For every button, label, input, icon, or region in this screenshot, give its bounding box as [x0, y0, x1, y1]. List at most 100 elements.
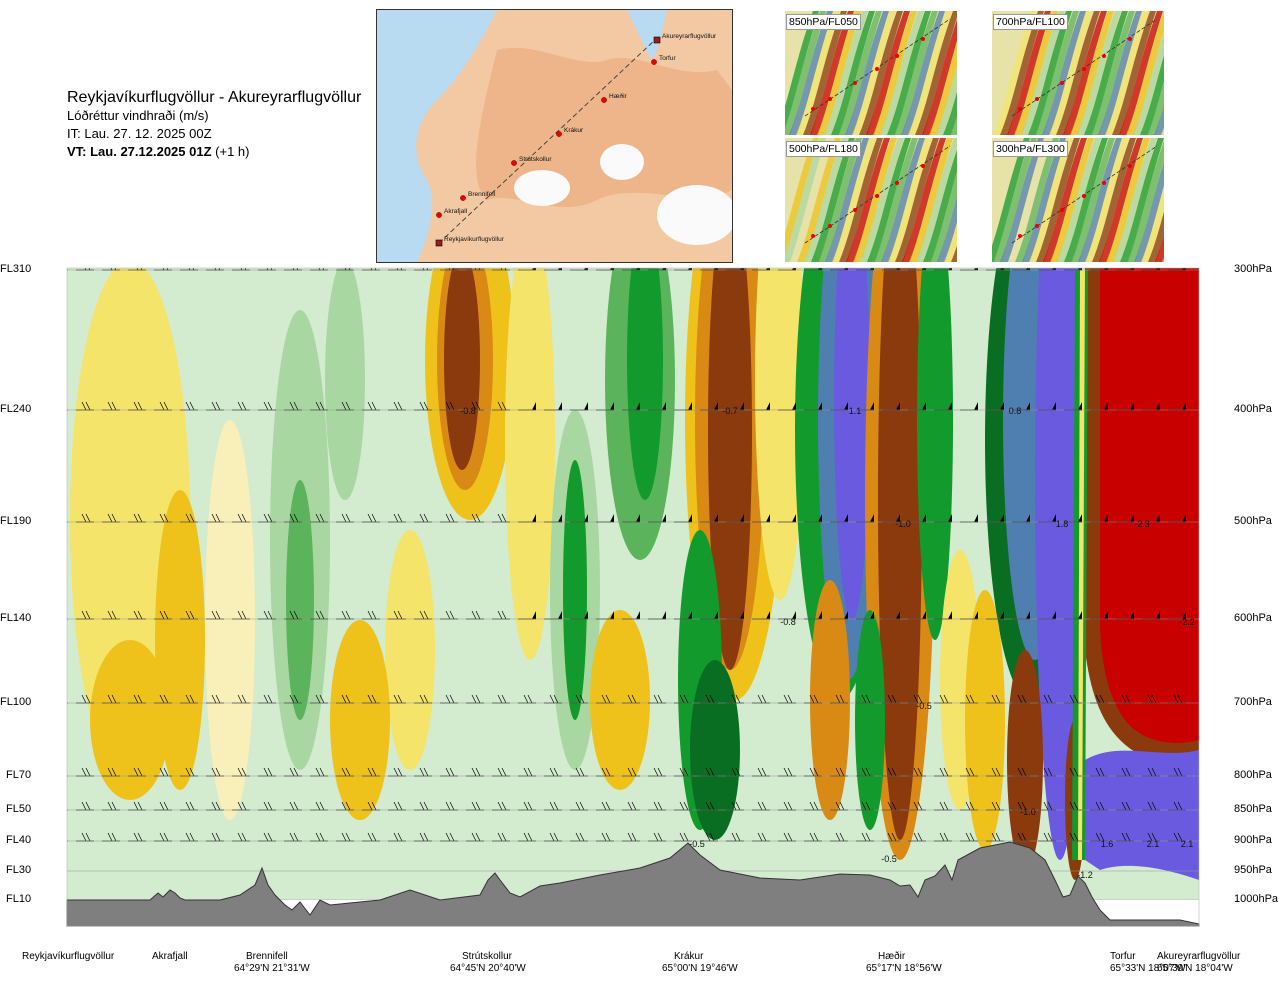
location-name: Reykjavíkurflugvöllur — [22, 951, 115, 962]
valid-time: VT: Lau. 27.12.2025 01Z (+1 h) — [67, 143, 361, 161]
wind-band-36 — [1007, 650, 1043, 870]
wind-barb — [67, 702, 68, 704]
wind-barb — [67, 775, 68, 777]
contour-label: 2.1 — [1181, 839, 1194, 849]
map-sea — [377, 10, 497, 262]
location-name: Torfur — [1110, 951, 1136, 962]
contour-label: -1.2 — [1077, 870, 1093, 880]
wind-band-23 — [755, 268, 805, 600]
wind-band-22 — [690, 660, 740, 840]
thumbnail-850-map — [785, 11, 957, 135]
map-waypoint-label: Hæðir — [609, 92, 628, 100]
fl-label-fl140: FL140 — [0, 612, 32, 624]
map-fjord — [627, 10, 667, 60]
contour-label: -0.5 — [689, 839, 705, 849]
map-waypoint: Akrafjall — [436, 208, 468, 218]
location-name: Brennifell — [246, 951, 288, 962]
map-waypoint-label: Torfur — [659, 55, 676, 62]
thumbnail-850[interactable]: 850hPa/FL050 — [785, 11, 957, 135]
valid-time-label: VT: Lau. 27.12.2025 01Z — [67, 144, 212, 159]
map-waypoint: Brennifell — [460, 191, 496, 201]
location-name: Krákur — [674, 951, 704, 962]
location-name: Akrafjall — [152, 951, 188, 962]
valid-offset: (+1 h) — [215, 144, 250, 159]
wind-band-2 — [90, 640, 170, 800]
location-label: Reykjavíkurflugvöllur — [22, 951, 114, 963]
wind-band-20 — [708, 268, 752, 670]
fl-label-fl240: FL240 — [0, 403, 32, 415]
route-map-svg: Reykjavíkurflugvöllur Akrafjall Brennifell… — [377, 10, 732, 262]
fl-label-fl70: FL70 — [6, 769, 32, 781]
contour-label: 2.1 — [1147, 839, 1160, 849]
wind-band-17 — [590, 610, 650, 790]
location-coords: 65°39'N 18°04'W — [1157, 963, 1233, 974]
pressure-label-850hpa: 850hPa — [1234, 803, 1272, 815]
contour-label: -2.2 — [1179, 617, 1195, 627]
wind-barb — [67, 269, 68, 271]
wind-band-14 — [563, 460, 587, 720]
pressure-label-1000hpa: 1000hPa — [1234, 893, 1279, 905]
thumbnail-700-map — [992, 11, 1164, 135]
fl-label-fl310: FL310 — [0, 263, 32, 275]
thumbnail-850-label: 850hPa/FL050 — [786, 14, 861, 30]
chart-header: Reykjavíkurflugvöllur - Akureyrarflugvöl… — [67, 89, 361, 161]
thumbnail-500[interactable]: 500hPa/FL180 — [785, 138, 957, 262]
wind-band-7 — [385, 530, 435, 770]
location-label: Torfur 65°33'N 18°07'W — [1110, 951, 1186, 975]
location-coords: 65°33'N 18°07'W — [1110, 963, 1186, 974]
pressure-label-700hpa: 700hPa — [1234, 696, 1272, 708]
route-line — [438, 37, 658, 244]
thumbnail-300-label: 300hPa/FL300 — [993, 141, 1068, 157]
location-label: Brennifell 64°29'N 21°31'W — [234, 951, 310, 975]
pressure-label-300hpa: 300hPa — [1234, 263, 1272, 275]
fl-label-fl190: FL190 — [0, 515, 32, 527]
wind-band-37 — [965, 590, 1005, 850]
wind-band-30 — [810, 580, 850, 820]
pressure-label-950hpa: 950hPa — [1234, 864, 1272, 876]
wind-band-35 — [1035, 268, 1085, 860]
location-coords: 64°29'N 21°31'W — [234, 963, 310, 974]
contour-label: 1.1 — [849, 406, 862, 416]
wind-band-26 — [834, 268, 870, 620]
route-title: Reykjavíkurflugvöllur - Akureyrarflugvöl… — [67, 89, 362, 106]
thumbnail-300[interactable]: 300hPa/FL300 — [992, 138, 1164, 262]
location-label: Hæðir 65°17'N 18°56'W — [866, 951, 942, 975]
wind-barb — [67, 409, 68, 411]
pressure-label-400hpa: 400hPa — [1234, 403, 1272, 415]
wind-band-12 — [505, 268, 555, 660]
glacier-3 — [657, 185, 732, 245]
location-label: Krákur 65°00'N 19°46'W — [662, 951, 738, 975]
pressure-label-900hpa: 900hPa — [1234, 834, 1272, 846]
map-waypoint-label: Krákur — [564, 127, 584, 134]
map-waypoint: Krákur — [556, 127, 584, 137]
location-label: Akureyrarflugvöllur 65°39'N 18°04'W — [1157, 951, 1240, 975]
thumbnail-700-label: 700hPa/FL100 — [993, 14, 1068, 30]
map-waypoint-label: Akrafjall — [444, 208, 468, 215]
fl-label-fl50: FL50 — [6, 803, 32, 815]
contour-label: -0.8 — [780, 617, 796, 627]
thumbnail-700[interactable]: 700hPa/FL100 — [992, 11, 1164, 135]
contour-label: -0.8 — [460, 406, 476, 416]
location-coords: 64°45'N 20°40'W — [450, 963, 526, 974]
map-waypoint-label: Reykjavíkurflugvöllur — [444, 236, 505, 243]
location-label: Akrafjall — [152, 951, 188, 963]
contour-label: 1.8 — [1056, 519, 1069, 529]
map-waypoint-label: Brennifell — [468, 191, 496, 198]
contour-label: -0.7 — [722, 406, 738, 416]
wind-barb — [67, 521, 68, 523]
route-map: Reykjavíkurflugvöllur Akrafjall Brennifell… — [376, 9, 733, 263]
fl-label-fl30: FL30 — [6, 864, 32, 876]
fl-label-fl100: FL100 — [0, 696, 32, 708]
thumbnail-500-map — [785, 138, 957, 262]
contour-label: 1.6 — [1101, 839, 1114, 849]
contour-label: -1.0 — [1020, 807, 1036, 817]
wind-band-16 — [627, 268, 663, 500]
location-coords: 65°17'N 18°56'W — [866, 963, 942, 974]
contour-label: -1.0 — [895, 519, 911, 529]
thumbnail-500-label: 500hPa/FL180 — [786, 141, 861, 157]
plot-frame — [66, 267, 1200, 927]
location-label: Strútskollur 64°45'N 20°40'W — [450, 951, 526, 975]
map-waypoint: Hæðir — [601, 92, 628, 103]
map-waypoint: Akureyrarflugvöllur — [653, 33, 717, 44]
